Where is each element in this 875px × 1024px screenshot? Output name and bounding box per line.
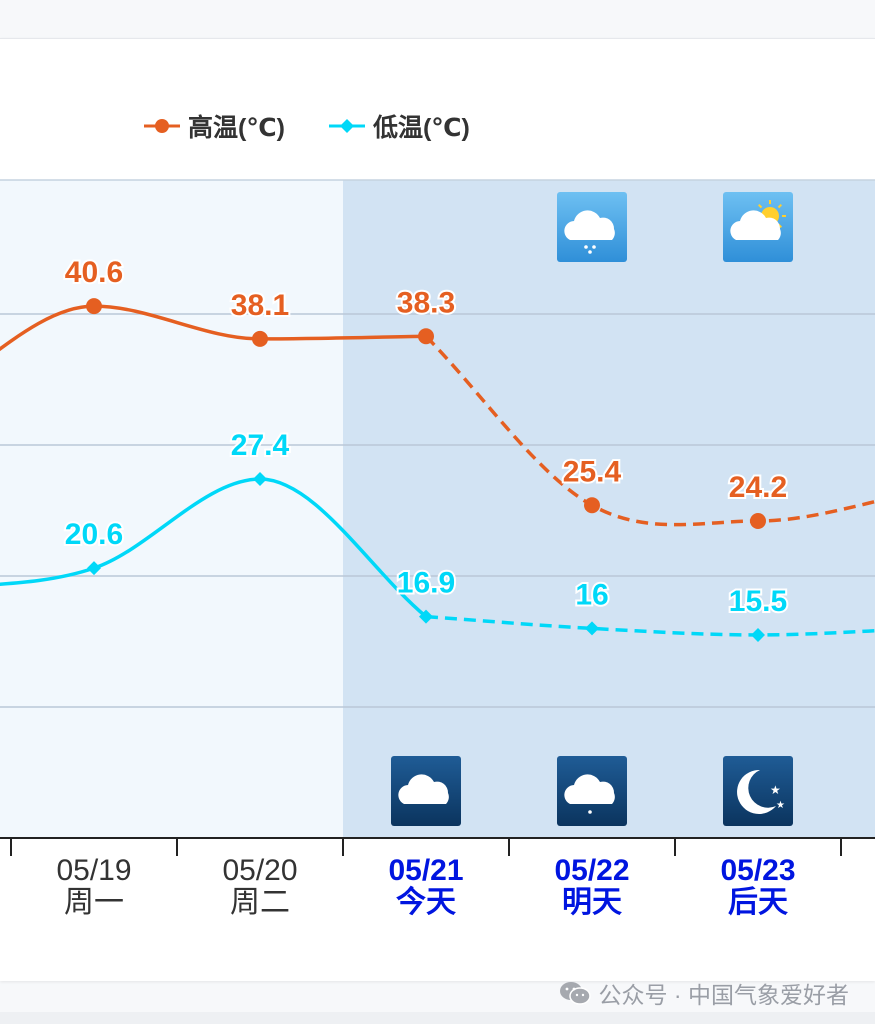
forecast-days-bg — [343, 180, 875, 838]
data-label-high-4: 24.2 — [729, 471, 787, 504]
x-tick-label-weekday-3: 明天 — [562, 885, 622, 920]
cloud-drizzle-icon — [557, 756, 627, 826]
point-high-4 — [750, 512, 766, 529]
watermark: 公众号 · 中国气象爱好者 — [559, 976, 849, 1010]
footer-strip — [0, 1012, 875, 1024]
partly-cloudy-sun-icon — [723, 192, 793, 262]
point-high-1 — [252, 330, 268, 347]
data-label-low-4: 15.5 — [729, 585, 787, 618]
legend-high-marker-icon — [144, 119, 180, 133]
point-low-3 — [585, 621, 599, 636]
x-tick-label-weekday-1: 周二 — [230, 885, 290, 920]
wechat-icon — [559, 982, 591, 1005]
x-tick-label-date-4: 05/23 — [720, 854, 795, 887]
legend-label-low: 低温(℃) — [372, 114, 470, 142]
past-days-bg — [0, 180, 343, 838]
point-high-3 — [584, 497, 600, 514]
line-low-observed — [0, 477, 428, 618]
x-tick-label-weekday-4: 后天 — [728, 885, 788, 920]
line-high-forecast — [424, 335, 875, 527]
point-low-1 — [253, 472, 267, 487]
data-label-low-0: 20.6 — [65, 518, 123, 551]
data-label-high-3: 25.4 — [563, 455, 622, 488]
data-label-low-1: 27.4 — [231, 429, 290, 462]
x-tick-label-date-1: 05/20 — [222, 854, 297, 887]
data-label-low-3: 16 — [575, 578, 608, 611]
moon-stars-icon: ★★ — [723, 756, 793, 826]
data-label-low-2: 16.9 — [397, 567, 455, 600]
x-tick-label-weekday-0: 周一 — [64, 885, 124, 920]
legend-item-high: 高温(℃) — [144, 108, 285, 144]
cloud-icon — [391, 756, 461, 826]
data-label-high-1: 38.1 — [231, 289, 289, 322]
legend-low-marker-icon — [328, 119, 365, 133]
point-low-4 — [751, 627, 765, 642]
data-label-high-0: 40.6 — [65, 256, 123, 289]
cloud-rain-icon — [557, 192, 627, 262]
x-tick-label-date-3: 05/22 — [554, 854, 629, 887]
point-high-2 — [418, 328, 434, 345]
line-high-observed — [0, 304, 427, 352]
point-low-2 — [419, 609, 433, 624]
line-low-forecast — [425, 614, 875, 637]
point-high-0 — [86, 298, 102, 315]
watermark-text: 公众号 · 中国气象爱好者 — [598, 982, 849, 1008]
x-tick-label-weekday-2: 今天 — [396, 885, 456, 920]
data-label-high-2: 38.3 — [397, 286, 455, 319]
x-tick-label-date-0: 05/19 — [56, 854, 131, 887]
legend-item-low: 低温(℃) — [328, 108, 470, 144]
svg-text:★: ★ — [776, 800, 785, 811]
x-tick-label-date-2: 05/21 — [388, 854, 463, 887]
point-low-0 — [87, 561, 101, 576]
legend-label-high: 高温(℃) — [188, 114, 285, 142]
svg-text:★: ★ — [770, 783, 781, 797]
chart-legend: 高温(℃) 低温(℃) — [144, 108, 470, 144]
